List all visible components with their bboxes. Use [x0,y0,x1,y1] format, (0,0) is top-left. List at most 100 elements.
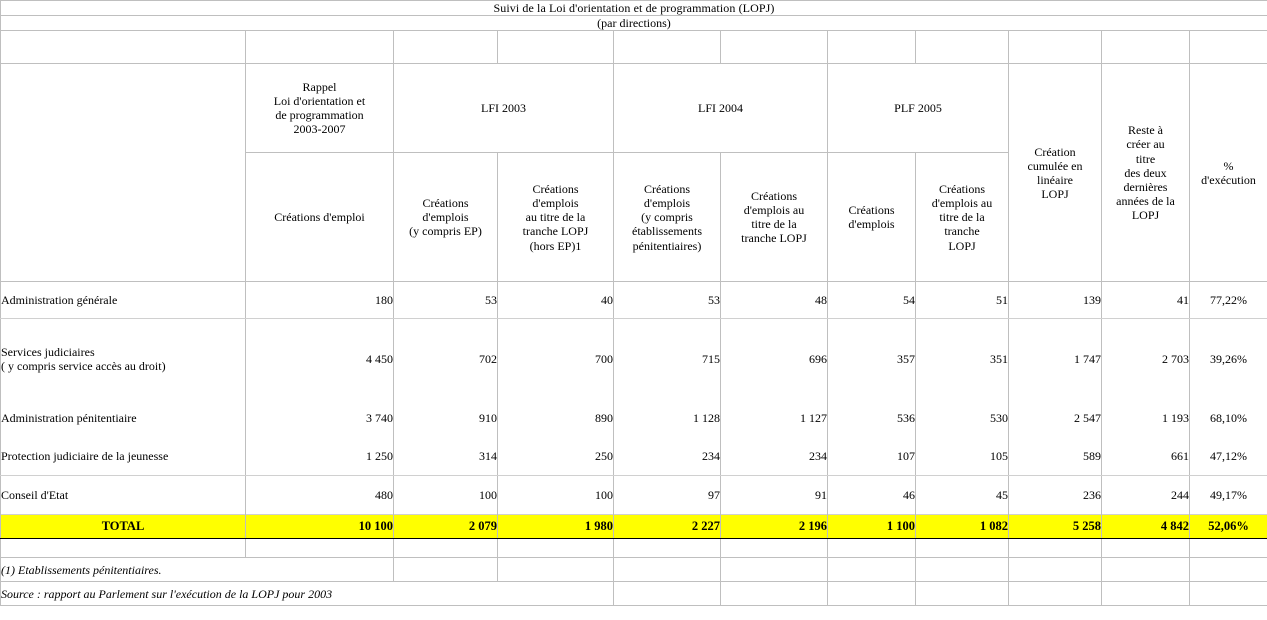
cell-cumul: 589 [1008,437,1102,477]
header-col-cumul-line-4: LOPJ [1041,186,1069,201]
cell-lfi2004-a: 1 128 [613,399,721,438]
total-lfi2004-a: 2 227 [613,514,721,540]
cell-plf2005-a: 536 [827,399,916,438]
header-lfi2004a-line-1: Créations [644,181,690,196]
blank-cell [1101,557,1190,583]
title-row: Suivi de la Loi d'orientation et de prog… [0,0,1267,17]
spacer-cell [1008,30,1102,65]
blank-cell [915,581,1009,607]
header-corner-blank [0,63,246,283]
cell-pct: 68,10% [1189,399,1267,438]
blank-cell [915,557,1009,583]
row-label-conseil-etat: Conseil d'Etat [0,475,246,515]
page-title: Suivi de la Loi d'orientation et de prog… [0,0,1267,17]
total-rappel: 10 100 [245,514,394,540]
table-row: Protection judiciaire de la jeunesse 1 2… [0,437,1267,477]
cell-reste: 41 [1101,281,1190,320]
cell-rappel: 180 [245,281,394,320]
cell-lfi2003-b: 250 [497,437,614,477]
blank-cell [915,538,1009,559]
row-label-line-2: ( y compris service accès au droit) [1,359,166,374]
cell-lfi2004-a: 715 [613,318,721,400]
blank-cell [1008,581,1102,607]
source-row: Source : rapport au Parlement sur l'exéc… [0,581,1267,607]
blank-cell [720,581,828,607]
blank-cell [1008,538,1102,559]
spacer-cell [720,30,828,65]
blank-cell [1189,538,1267,559]
cell-lfi2003-a: 702 [393,318,498,400]
header-group-lfi2004: LFI 2004 [613,63,828,154]
blank-cell [827,538,916,559]
header-plf2005b-line-5: LOPJ [948,238,976,253]
row-label-line-1: Protection judiciaire de la jeunesse [1,449,169,464]
cell-plf2005-b: 351 [915,318,1009,400]
header-lfi2004a-line-5: pénitentiaires) [632,238,702,253]
cell-rappel: 3 740 [245,399,394,438]
cell-lfi2003-b: 700 [497,318,614,400]
total-lfi2003-b: 1 980 [497,514,614,540]
header-plf2005b-line-4: tranche [944,224,980,239]
blank-cell [613,557,721,583]
header-col-pourcentage-execution: % d'exécution [1189,63,1267,283]
cell-cumul: 1 747 [1008,318,1102,400]
lopj-tracking-table: Suivi de la Loi d'orientation et de prog… [0,0,1267,607]
total-cumul: 5 258 [1008,514,1102,540]
blank-cell [613,538,721,559]
header-col-cumul-line-2: cumulée en [1027,158,1083,173]
header-group-lfi2003: LFI 2003 [393,63,614,154]
spacer-cell [915,30,1009,65]
header-col-lfi2003-creations-ep: Créations d'emplois (y compris EP) [393,152,498,283]
footnote-establishments: (1) Etablissements pénitentiaires. [0,557,394,583]
header-lfi2003a-line-2: d'emplois [422,210,469,225]
cell-lfi2004-b: 48 [720,281,828,320]
header-col-cumul-line-3: linéaire [1037,172,1073,187]
blank-cell [613,581,721,607]
blank-cell [720,538,828,559]
cell-lfi2003-b: 890 [497,399,614,438]
header-col-cumul-line-1: Création [1034,144,1076,159]
row-label-administration-generale: Administration générale [0,281,246,320]
table-row: Services judiciaires ( y compris service… [0,318,1267,400]
blank-cell [245,538,394,559]
header-plf2005b-line-1: Créations [939,181,985,196]
below-total-blank-row [0,538,1267,559]
spacer-row [0,30,1267,65]
cell-reste: 661 [1101,437,1190,477]
table-row: Conseil d'Etat 480 100 100 97 91 46 45 2… [0,475,1267,515]
header-lfi2004b-line-1: Créations [751,189,797,203]
header-lfi2003b-line-4: tranche LOPJ [522,224,589,239]
header-plf2005a-line-1: Créations [848,203,895,218]
header-col-reste-line-4: des deux [1124,165,1167,180]
cell-cumul: 139 [1008,281,1102,320]
header-col-reste-line-2: créer au [1126,137,1165,152]
header-group-row: Rappel Loi d'orientation et de programma… [0,63,1267,283]
header-col-creation-cumulee: Création cumulée en linéaire LOPJ [1008,63,1102,283]
spacer-cell [1189,30,1267,65]
header-group-rappel-line-4: 2003-2007 [293,122,346,137]
header-lfi2004b-line-3: titre de la [751,217,797,232]
row-label-line-1: Services judiciaires [1,345,95,360]
cell-lfi2003-b: 100 [497,475,614,515]
blank-cell [497,538,614,559]
header-col-plf2005-tranche-lopj: Créations d'emplois au titre de la tranc… [915,152,1009,283]
blank-cell [1101,581,1190,607]
spacer-cell [393,30,498,65]
cell-plf2005-a: 107 [827,437,916,477]
header-col-lfi2004-creations-etab: Créations d'emplois (y compris établisse… [613,152,721,283]
cell-lfi2004-a: 234 [613,437,721,477]
spacer-cell [245,30,394,65]
cell-plf2005-b: 105 [915,437,1009,477]
cell-lfi2004-a: 53 [613,281,721,320]
cell-cumul: 2 547 [1008,399,1102,438]
blank-cell [1101,538,1190,559]
cell-reste: 2 703 [1101,318,1190,400]
header-plf2005b-line-3: titre de la [939,210,985,225]
row-label-line-1: Conseil d'Etat [1,488,69,503]
blank-cell [1189,581,1267,607]
cell-pct: 77,22% [1189,281,1267,320]
cell-lfi2004-b: 1 127 [720,399,828,438]
cell-lfi2004-b: 234 [720,437,828,477]
header-subcolumn-row: Créations d'emploi Créations d'emplois (… [1,152,1267,283]
